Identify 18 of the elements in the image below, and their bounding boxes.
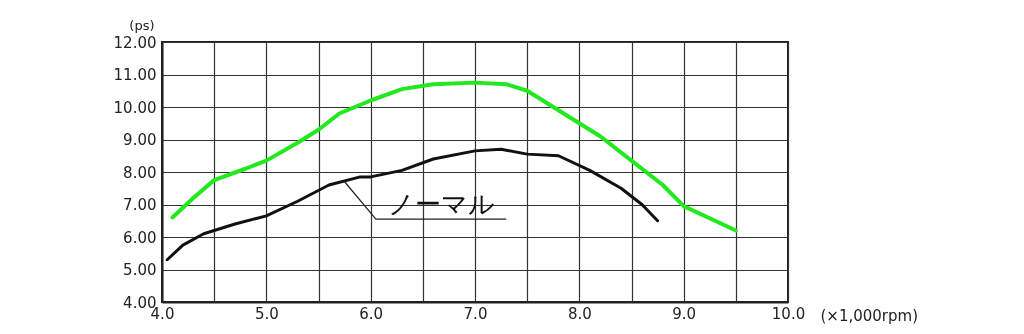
line-series — [170, 80, 738, 233]
y-axis-title: (ps) — [129, 17, 155, 33]
x-tick-label: 5.0 — [254, 304, 279, 323]
y-tick-label: 9.00 — [123, 131, 157, 149]
x-tick-label: 9.0 — [672, 304, 697, 323]
y-tick-label: 10.00 — [113, 98, 157, 117]
y-tick-label: 12.00 — [113, 33, 157, 52]
x-tick-label: 6.0 — [359, 304, 384, 323]
y-tick-label: 11.00 — [113, 66, 157, 84]
y-tick-label: 8.00 — [123, 163, 157, 182]
y-tick-label: 7.00 — [123, 196, 157, 214]
x-tick-label: 8.0 — [567, 304, 592, 323]
line-series — [165, 147, 660, 262]
y-tick-label: 5.00 — [123, 261, 157, 279]
x-axis-title: (×1,000rpm) — [820, 306, 919, 325]
y-tick-label: 6.00 — [123, 228, 157, 247]
x-tick-label: 7.0 — [463, 304, 488, 323]
x-tick-label: 10.0 — [771, 304, 806, 323]
